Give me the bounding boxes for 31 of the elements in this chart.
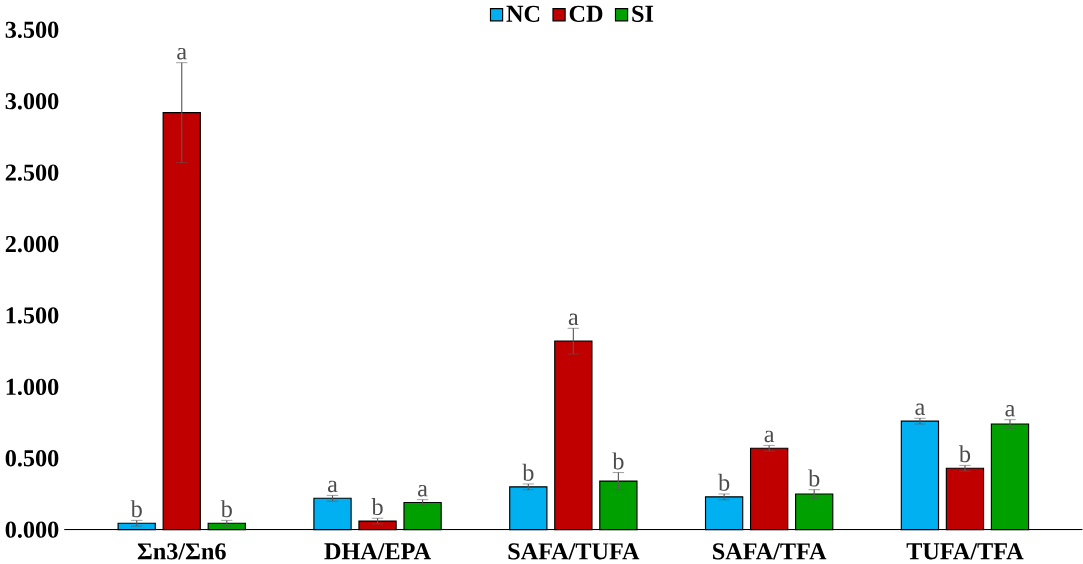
legend-label: SI (632, 5, 654, 22)
data-label: a (327, 480, 338, 493)
data-label: a (418, 484, 428, 497)
data-label: b (718, 473, 730, 491)
data-label: b (958, 445, 971, 463)
y-tick-label: 1.000 (6, 378, 59, 395)
data-label: b (130, 500, 142, 518)
x-tick-label: SAFA/TFA (713, 543, 827, 560)
y-tick-label: 2.500 (5, 164, 59, 181)
data-label: b (612, 452, 624, 470)
data-label: a (915, 403, 925, 416)
data-label: a (568, 313, 579, 326)
data-label: b (808, 469, 820, 487)
y-tick-label: 0.000 (5, 521, 59, 538)
legend-label: NC (506, 5, 540, 22)
data-label: a (177, 47, 187, 60)
y-tick-label: 3.500 (5, 21, 59, 38)
data-label: b (522, 463, 534, 481)
y-tick-label: 3.000 (5, 92, 59, 110)
y-tick-label: 0.500 (5, 449, 59, 467)
y-tick-label: 2.000 (5, 235, 59, 253)
x-tick-label: TUFA/TFA (906, 543, 1024, 560)
legend-label: CD (569, 5, 603, 22)
data-label: b (371, 497, 383, 515)
data-label: a (1005, 404, 1016, 417)
y-tick-label: 1.500 (6, 307, 59, 324)
x-tick-label: Σn3/Σn6 (137, 543, 226, 560)
x-tick-label: DHA/EPA (324, 543, 431, 560)
data-label: a (764, 430, 775, 443)
data-label: b (220, 500, 232, 518)
x-tick-label: SAFA/TUFA (508, 543, 640, 560)
